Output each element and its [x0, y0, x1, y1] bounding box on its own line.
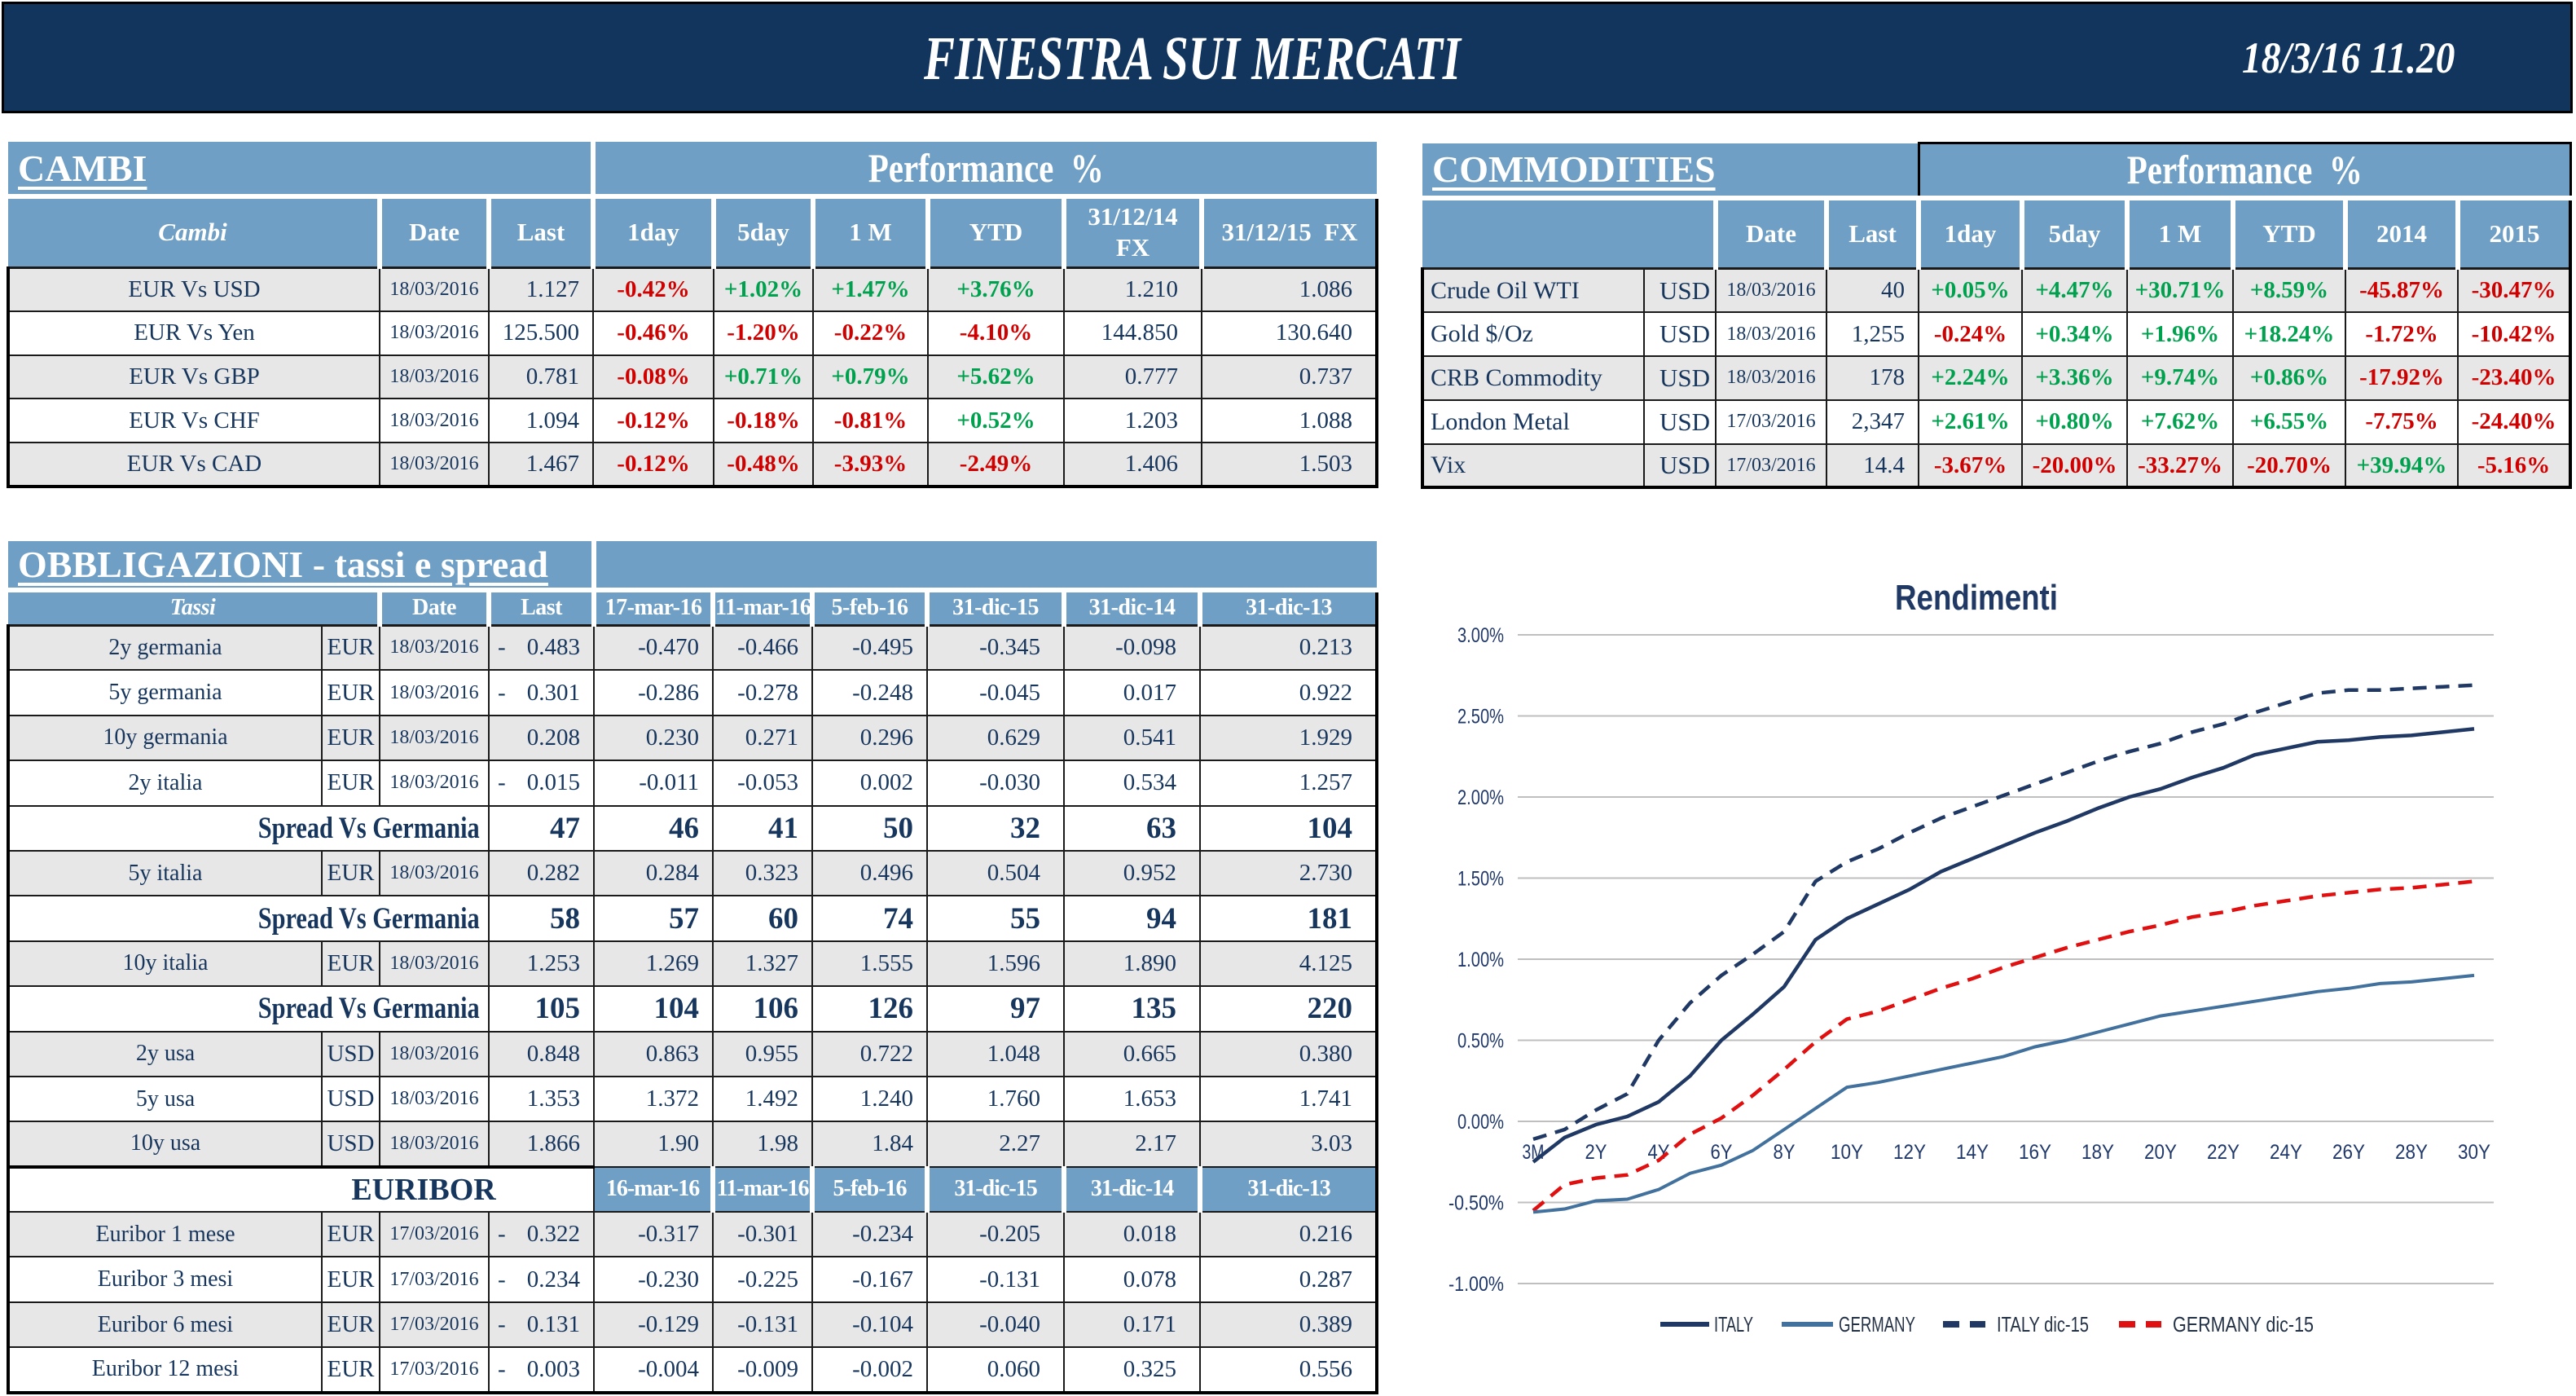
svg-text:Rendimenti: Rendimenti [1895, 578, 2058, 618]
svg-text:26Y: 26Y [2332, 1141, 2365, 1164]
svg-text:22Y: 22Y [2207, 1141, 2240, 1164]
svg-text:14Y: 14Y [1956, 1141, 1989, 1164]
svg-text:24Y: 24Y [2270, 1141, 2302, 1164]
svg-text:GERMANY dic-15: GERMANY dic-15 [2173, 1312, 2314, 1337]
svg-text:2.00%: 2.00% [1457, 786, 1504, 809]
svg-text:1.00%: 1.00% [1457, 949, 1504, 971]
svg-text:-1.00%: -1.00% [1448, 1273, 1504, 1296]
svg-text:GERMANY: GERMANY [1839, 1312, 1915, 1337]
svg-text:8Y: 8Y [1774, 1141, 1796, 1164]
svg-text:0.50%: 0.50% [1457, 1030, 1504, 1053]
svg-text:-0.50%: -0.50% [1448, 1192, 1504, 1215]
svg-text:2.50%: 2.50% [1457, 706, 1504, 729]
svg-text:18Y: 18Y [2081, 1141, 2114, 1164]
svg-text:30Y: 30Y [2458, 1141, 2490, 1164]
svg-text:20Y: 20Y [2144, 1141, 2177, 1164]
svg-text:2Y: 2Y [1585, 1141, 1607, 1164]
svg-text:0.00%: 0.00% [1457, 1111, 1504, 1134]
svg-text:10Y: 10Y [1831, 1141, 1863, 1164]
svg-text:ITALY dic-15: ITALY dic-15 [1997, 1312, 2089, 1337]
svg-text:28Y: 28Y [2395, 1141, 2428, 1164]
svg-text:3.00%: 3.00% [1457, 624, 1504, 647]
svg-text:1.50%: 1.50% [1457, 868, 1504, 891]
svg-text:12Y: 12Y [1893, 1141, 1926, 1164]
svg-text:ITALY: ITALY [1714, 1312, 1753, 1337]
svg-text:16Y: 16Y [2019, 1141, 2051, 1164]
